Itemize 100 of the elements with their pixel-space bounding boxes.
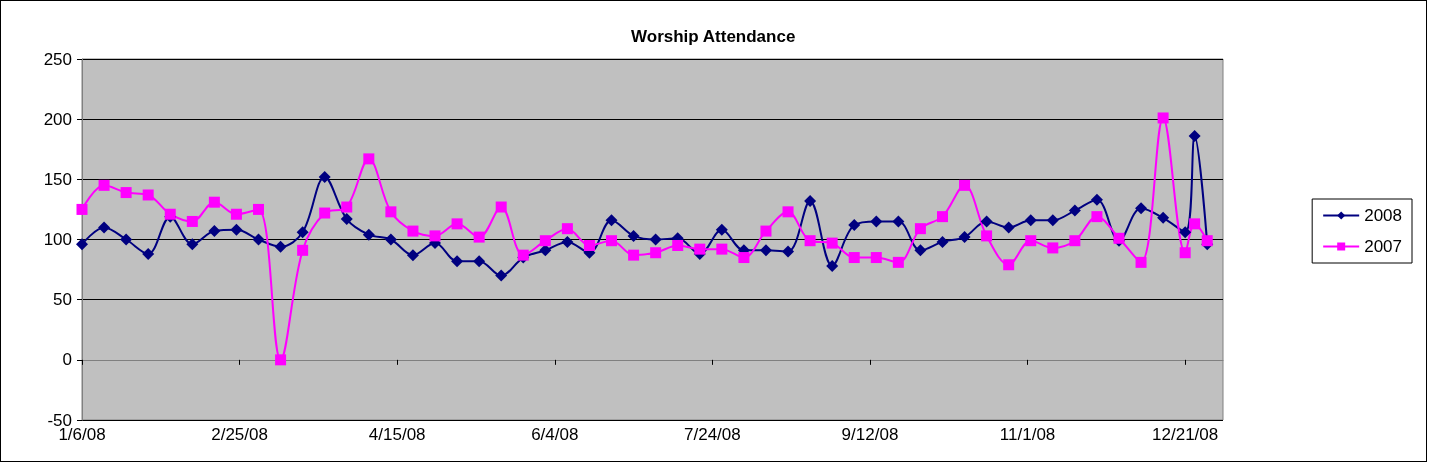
- point: [208, 196, 220, 208]
- point: [760, 225, 772, 237]
- point: [936, 235, 949, 248]
- y-tick-label: 200: [43, 109, 72, 129]
- point: [274, 240, 287, 253]
- point: [870, 215, 883, 228]
- point: [120, 233, 133, 246]
- point: [319, 207, 331, 219]
- point: [628, 249, 640, 261]
- point: [738, 252, 750, 264]
- x-tick-label: 7/24/08: [684, 425, 741, 444]
- point: [870, 252, 882, 264]
- point: [406, 249, 419, 262]
- point: [1002, 221, 1015, 234]
- point: [561, 235, 574, 248]
- point: [297, 244, 309, 256]
- point: [407, 225, 419, 237]
- point: [715, 223, 728, 236]
- point: [804, 194, 817, 207]
- x-tick-label: 12/21/08: [1152, 425, 1219, 444]
- legend-label: 2007: [1364, 237, 1403, 256]
- point: [1091, 211, 1103, 223]
- point: [914, 223, 926, 235]
- point: [98, 221, 111, 234]
- point: [1025, 235, 1037, 247]
- y-tick-label: 0: [62, 350, 72, 370]
- point: [451, 218, 463, 230]
- x-tick-label: 6/4/08: [531, 425, 579, 444]
- point: [142, 189, 154, 201]
- point: [230, 208, 242, 220]
- point: [892, 215, 905, 228]
- point: [958, 231, 971, 244]
- point: [826, 237, 838, 249]
- point: [362, 228, 375, 241]
- point: [1201, 235, 1213, 247]
- point: [650, 247, 662, 259]
- point: [914, 244, 927, 257]
- point: [76, 238, 88, 251]
- y-tick-label: 100: [43, 230, 72, 249]
- point: [495, 201, 507, 213]
- x-tick-label: 1/6/08: [58, 425, 106, 444]
- point: [1090, 193, 1103, 206]
- point: [583, 240, 595, 252]
- point: [363, 153, 375, 165]
- point: [1179, 226, 1192, 239]
- x-tick-label: 11/1/08: [999, 425, 1056, 444]
- point: [539, 235, 551, 247]
- x-tick-label: 2/25/08: [211, 425, 268, 444]
- point: [826, 259, 839, 272]
- x-tick-label: 4/15/08: [368, 425, 426, 444]
- point: [848, 252, 860, 264]
- point: [782, 206, 794, 218]
- point: [1135, 202, 1148, 215]
- point: [1157, 211, 1170, 224]
- point: [1069, 235, 1081, 247]
- point: [605, 214, 618, 227]
- point: [230, 223, 243, 236]
- point: [672, 240, 684, 252]
- point: [759, 244, 772, 257]
- point: [1189, 218, 1201, 230]
- point: [275, 354, 287, 366]
- point: [384, 233, 397, 246]
- point: [981, 230, 993, 242]
- y-tick-label: 250: [43, 49, 72, 69]
- point: [627, 229, 640, 242]
- point: [980, 215, 993, 228]
- point: [606, 235, 618, 247]
- point: [186, 215, 198, 227]
- point: [1024, 214, 1037, 227]
- point: [848, 219, 861, 232]
- point: [649, 233, 662, 246]
- point: [252, 233, 265, 246]
- point: [340, 213, 353, 226]
- point: [473, 255, 486, 268]
- point: [1157, 112, 1169, 124]
- point: [341, 201, 353, 213]
- point: [1068, 204, 1081, 217]
- point: [1179, 247, 1191, 259]
- point: [804, 235, 816, 247]
- point: [98, 179, 110, 191]
- legend-label: 2008: [1364, 206, 1403, 225]
- point: [892, 256, 904, 268]
- point: [1003, 259, 1015, 271]
- point: [694, 243, 706, 255]
- y-tick-label: 150: [43, 169, 72, 189]
- point: [186, 238, 199, 251]
- point: [716, 243, 728, 255]
- chart-title: Worship Attendance: [631, 27, 796, 46]
- y-tick-label: 50: [53, 290, 72, 310]
- point: [1046, 214, 1059, 227]
- x-tick-label: 9/12/08: [841, 425, 899, 444]
- point: [253, 203, 265, 215]
- point: [1047, 242, 1059, 254]
- point: [296, 226, 309, 239]
- point: [1135, 256, 1147, 268]
- point: [473, 231, 485, 243]
- point: [208, 225, 221, 238]
- point: [318, 170, 331, 183]
- point: [76, 203, 88, 215]
- point: [451, 255, 464, 268]
